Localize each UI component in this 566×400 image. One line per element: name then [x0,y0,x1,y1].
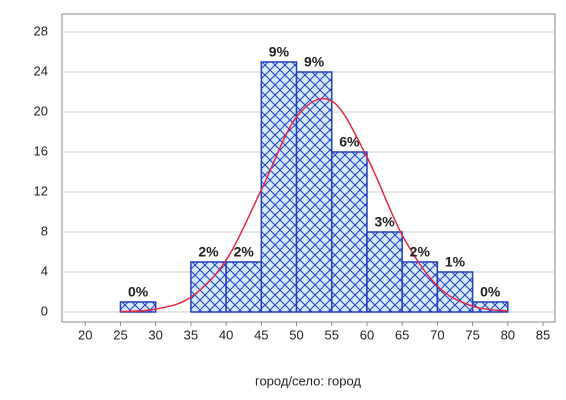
value-label: 0% [128,284,149,300]
bar [436,271,474,313]
y-tick-label: 28 [34,23,48,38]
bar [366,231,403,313]
y-tick-label: 20 [34,103,48,118]
x-tick-label: 45 [254,327,268,342]
x-tick-label: 20 [78,327,92,342]
y-tick-label: 16 [34,143,48,158]
x-tick-label: 75 [465,327,479,342]
x-tick-label: 85 [536,327,550,342]
bar [225,261,263,313]
value-label: 0% [480,284,501,300]
value-label: 2% [410,244,431,260]
value-label: 2% [198,244,219,260]
value-label: 9% [304,54,325,70]
value-label: 2% [234,244,255,260]
x-tick-label: 60 [360,327,374,342]
value-label: 3% [374,214,395,230]
bar [401,261,439,313]
bar [260,61,298,313]
x-axis-label: город/село: город [255,373,361,388]
x-tick-label: 35 [184,327,198,342]
bar [330,151,368,313]
x-tick-label: 70 [430,327,444,342]
bar [295,71,333,313]
bar [190,261,227,313]
x-tick-label: 25 [113,327,127,342]
y-tick-label: 4 [41,263,48,278]
x-tick-label: 30 [148,327,162,342]
y-tick-label: 24 [34,63,48,78]
y-tick-label: 0 [41,303,48,318]
x-tick-label: 55 [325,327,339,342]
y-tick-label: 12 [34,183,48,198]
x-tick-label: 50 [289,327,303,342]
value-label: 6% [339,134,360,150]
fit-curve [120,97,508,313]
value-label: 9% [269,44,290,60]
x-tick-label: 80 [501,327,515,342]
y-tick-label: 8 [41,223,48,238]
x-tick-label: 40 [219,327,233,342]
bar [471,301,509,313]
bar [119,301,157,313]
x-tick-label: 65 [395,327,409,342]
value-label: 1% [445,254,466,270]
